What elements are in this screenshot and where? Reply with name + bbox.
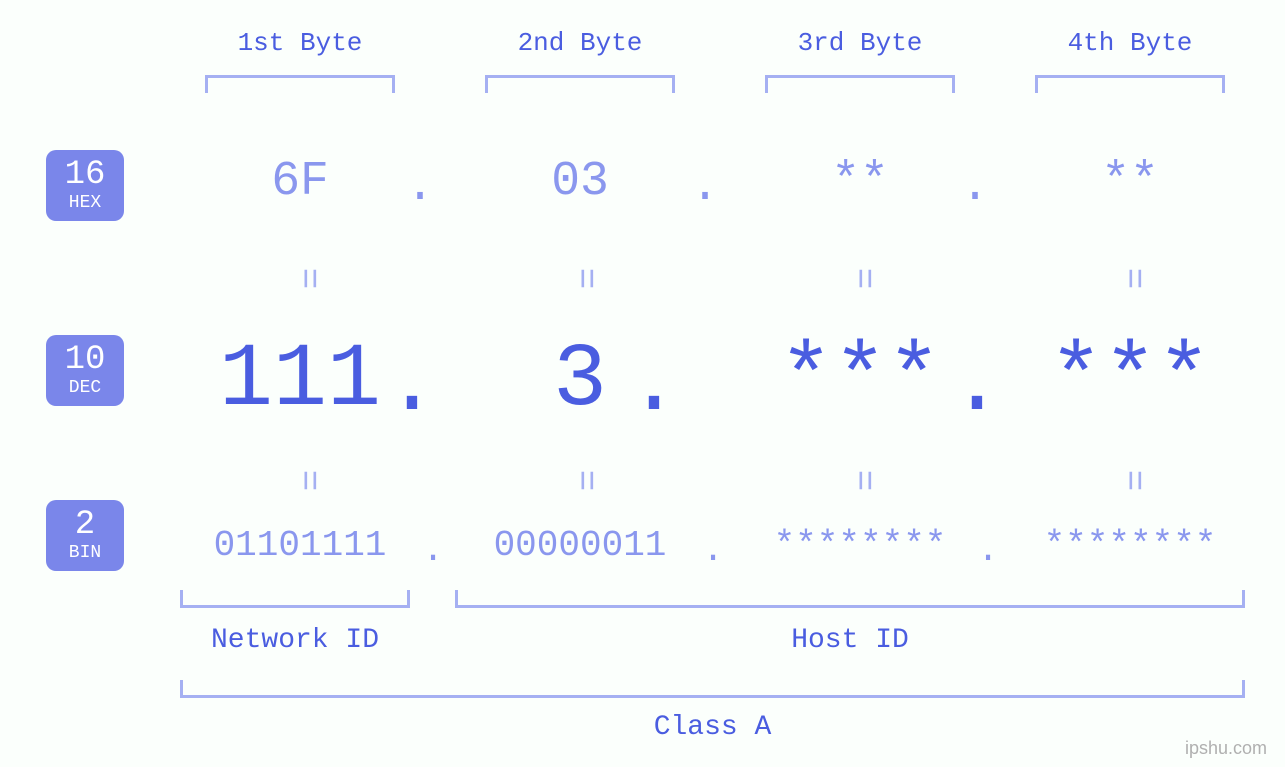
byte-label-2: 2nd Byte [480,28,680,58]
base-num-bin: 2 [46,508,124,542]
byte-bracket-3 [765,75,955,93]
eq-bot-4: = [1113,466,1154,496]
watermark: ipshu.com [1185,738,1267,759]
eq-top-4: = [1113,264,1154,294]
class-bracket [180,680,1245,698]
dec-dot-2: . [627,335,667,437]
bin-byte-2: 00000011 [450,525,710,566]
eq-bot-2: = [565,466,606,496]
hex-byte-4: ** [1025,155,1235,209]
network-id-label: Network ID [180,625,410,656]
byte-bracket-4 [1035,75,1225,93]
bin-byte-4: ******** [1000,525,1260,566]
hex-dot-1: . [405,160,435,214]
bin-dot-1: . [418,530,448,571]
host-id-label: Host ID [455,625,1245,656]
bin-byte-3: ******** [730,525,990,566]
hex-byte-1: 6F [195,155,405,209]
bin-byte-1: 01101111 [170,525,430,566]
class-label: Class A [180,712,1245,743]
bin-dot-3: . [973,530,1003,571]
base-num-hex: 16 [46,158,124,192]
base-badge-bin: 2 BIN [46,500,124,571]
dec-byte-4: *** [1000,330,1260,432]
network-id-bracket [180,590,410,608]
base-num-dec: 10 [46,343,124,377]
eq-top-1: = [288,264,329,294]
eq-bot-1: = [288,466,329,496]
base-name-dec: DEC [46,377,124,400]
base-badge-hex: 16 HEX [46,150,124,221]
byte-bracket-1 [205,75,395,93]
byte-label-3: 3rd Byte [760,28,960,58]
byte-label-1: 1st Byte [200,28,400,58]
eq-top-2: = [565,264,606,294]
byte-label-4: 4th Byte [1030,28,1230,58]
hex-dot-2: . [690,160,720,214]
dec-dot-1: . [385,335,425,437]
dec-dot-3: . [950,335,990,437]
byte-bracket-2 [485,75,675,93]
hex-dot-3: . [960,160,990,214]
base-name-hex: HEX [46,192,124,215]
host-id-bracket [455,590,1245,608]
hex-byte-3: ** [755,155,965,209]
base-badge-dec: 10 DEC [46,335,124,406]
hex-byte-2: 03 [475,155,685,209]
eq-bot-3: = [843,466,884,496]
bin-dot-2: . [698,530,728,571]
base-name-bin: BIN [46,542,124,565]
eq-top-3: = [843,264,884,294]
